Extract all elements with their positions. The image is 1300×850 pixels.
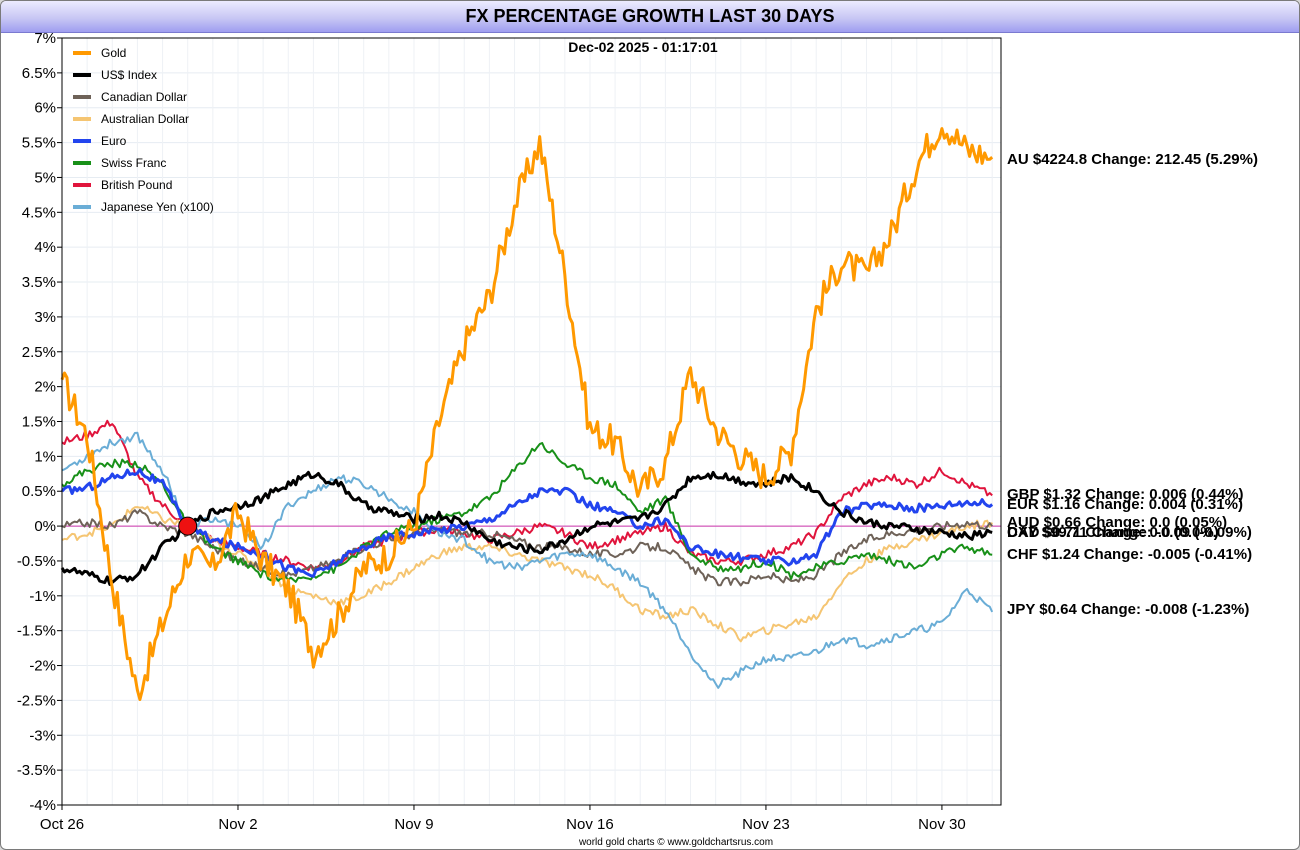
plot-border xyxy=(61,37,1002,806)
legend-label: Canadian Dollar xyxy=(101,90,187,104)
y-tick-label: 7% xyxy=(34,30,56,47)
y-tick-label: 0% xyxy=(34,518,56,535)
y-tick-label: 6% xyxy=(34,100,56,117)
timestamp: Dec-02 2025 - 01:17:01 xyxy=(568,39,718,55)
y-tick-label: 2% xyxy=(34,379,56,396)
y-tick-label: 1.5% xyxy=(22,414,56,431)
x-tick-label: Nov 2 xyxy=(218,816,257,833)
legend-label: Gold xyxy=(101,46,126,60)
series-end-label: JPY $0.64 Change: -0.008 (-1.23%) xyxy=(1007,601,1249,618)
legend-label: British Pound xyxy=(101,178,172,192)
series-line-canadian-dollar xyxy=(61,508,993,587)
series-line-euro xyxy=(60,467,994,578)
reference-marker xyxy=(178,516,198,536)
y-tick-label: 4.5% xyxy=(22,204,56,221)
series-end-label: DXY $99.71 Change: -0.09 (-0.09%) xyxy=(1007,524,1252,541)
y-tick-label: -3% xyxy=(29,727,56,744)
series-line-japanese-yen-x100 xyxy=(61,431,994,689)
y-tick-label: 4% xyxy=(34,239,56,256)
chart-title: FX PERCENTAGE GROWTH LAST 30 DAYS xyxy=(1,1,1299,33)
y-tick-label: 5% xyxy=(34,169,56,186)
x-tick-label: Nov 23 xyxy=(742,816,790,833)
y-tick-label: 3% xyxy=(34,309,56,326)
y-tick-label: -4% xyxy=(29,797,56,814)
x-tick-label: Oct 26 xyxy=(40,816,84,833)
y-tick-label: -1% xyxy=(29,588,56,605)
y-tick-label: -3.5% xyxy=(17,762,56,779)
legend-label: Australian Dollar xyxy=(101,112,189,126)
y-tick-label: 3.5% xyxy=(22,274,56,291)
series-end-label: AU $4224.8 Change: 212.45 (5.29%) xyxy=(1007,151,1258,168)
x-tick-label: Nov 16 xyxy=(566,816,614,833)
series-end-label: CAD $0.71 Change: 0.0 (0.0%) xyxy=(1007,524,1219,541)
x-tick-label: Nov 30 xyxy=(918,816,966,833)
x-tick-label: Nov 9 xyxy=(394,816,433,833)
series-end-label: AUD $0.66 Change: 0.0 (0.05%) xyxy=(1007,514,1227,531)
y-tick-label: 0.5% xyxy=(22,483,56,500)
chart-credit: world gold charts © www.goldchartsrus.co… xyxy=(578,837,773,848)
series-line-gold xyxy=(60,127,994,701)
y-tick-label: 6.5% xyxy=(22,65,56,82)
y-tick-label: -2.5% xyxy=(17,692,56,709)
legend-label: Euro xyxy=(101,134,127,148)
series-end-label: GBP $1.32 Change: 0.006 (0.44%) xyxy=(1007,486,1244,503)
y-tick-label: -2% xyxy=(29,658,56,675)
y-tick-label: -0.5% xyxy=(17,553,56,570)
y-tick-label: 5.5% xyxy=(22,135,56,152)
series-end-label: EUR $1.16 Change: 0.004 (0.31%) xyxy=(1007,496,1243,513)
y-tick-label: -1.5% xyxy=(17,623,56,640)
series-line-swiss-franc xyxy=(61,442,993,583)
series-end-label: CHF $1.24 Change: -0.005 (-0.41%) xyxy=(1007,546,1252,563)
y-tick-label: 2.5% xyxy=(22,344,56,361)
legend-label: US$ Index xyxy=(101,68,157,82)
legend-label: Swiss Franc xyxy=(101,156,166,170)
series-line-us-index xyxy=(60,470,993,586)
legend-label: Japanese Yen (x100) xyxy=(101,200,214,214)
y-tick-label: 1% xyxy=(34,448,56,465)
